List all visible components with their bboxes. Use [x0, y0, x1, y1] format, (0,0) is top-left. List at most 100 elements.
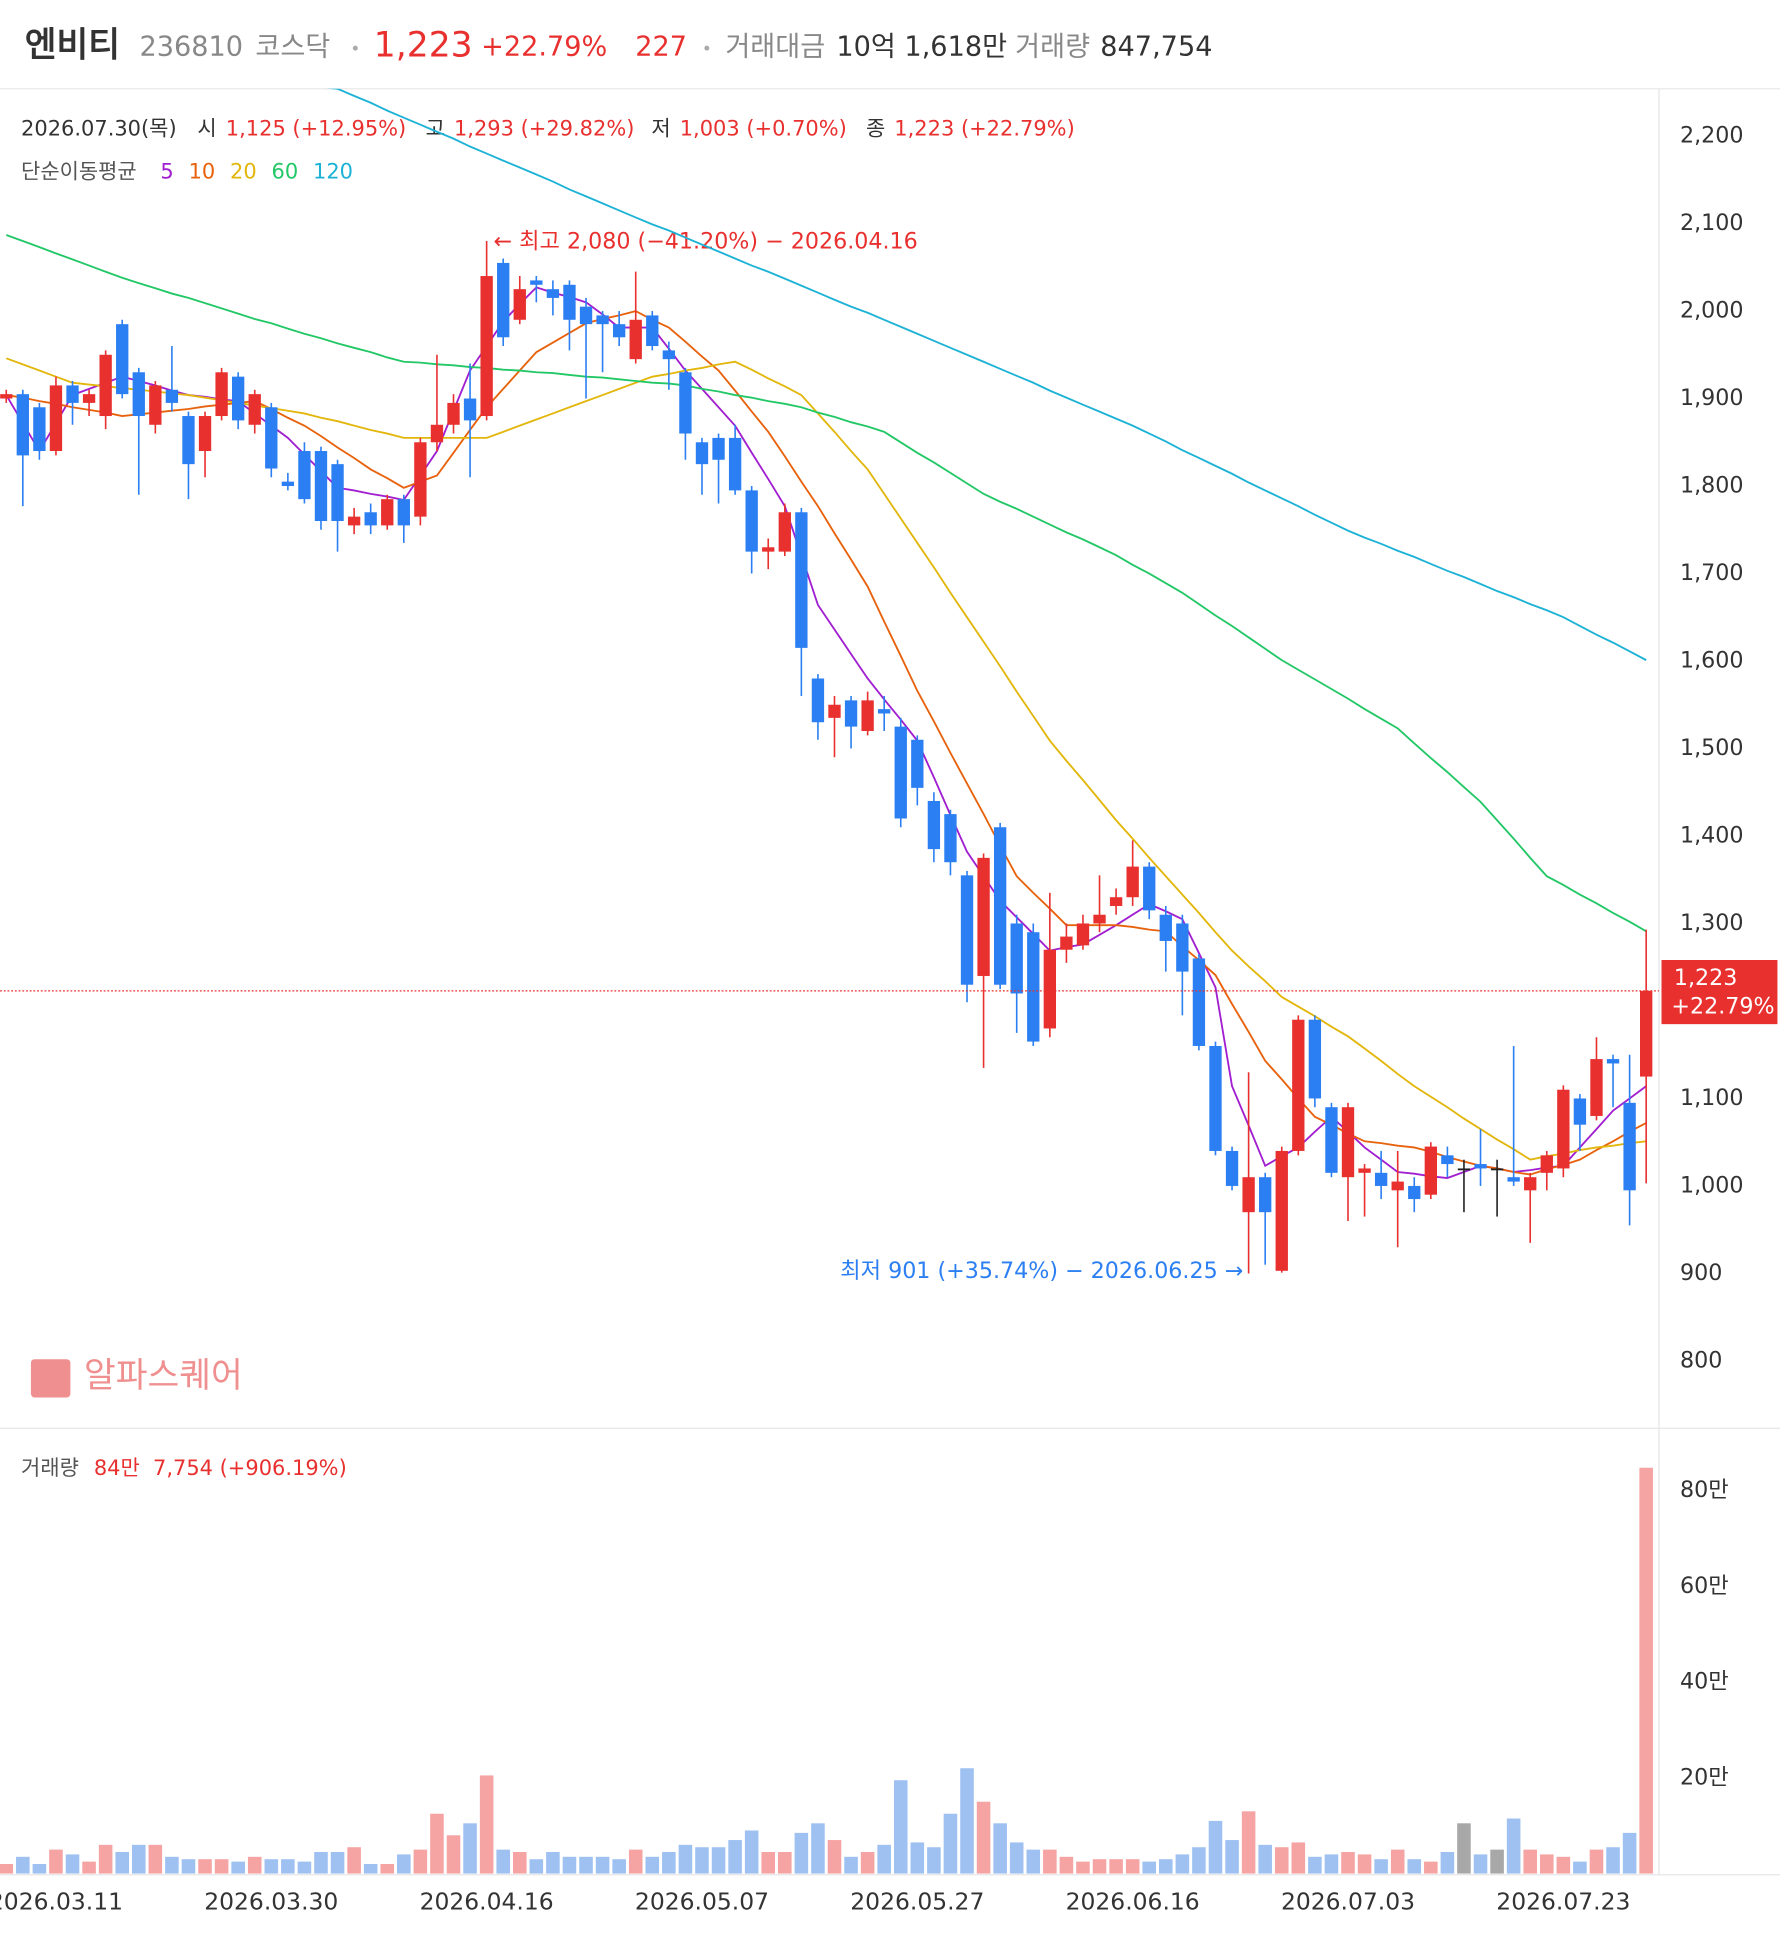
candle-body — [447, 402, 460, 425]
change: 227 — [635, 32, 687, 63]
volume-bar — [1424, 1861, 1438, 1874]
volume-bar — [413, 1849, 428, 1874]
volume-bar — [1490, 1849, 1504, 1874]
legend-entry: 120 — [313, 160, 353, 184]
low: 1,003 (+0.70%) — [680, 117, 847, 141]
candle-body — [679, 372, 692, 434]
stock-name: 엔비티 — [25, 25, 120, 65]
volume-bar — [1192, 1847, 1206, 1874]
volume-bar — [1341, 1852, 1355, 1874]
close: 1,223 (+22.79%) — [894, 117, 1074, 141]
volume-bar — [1274, 1847, 1289, 1874]
candles — [0, 241, 1653, 1274]
candle-body — [82, 394, 96, 403]
volume-bar — [82, 1861, 96, 1874]
separator — [704, 45, 710, 51]
header: 엔비티 236810 코스닥 1,223 +22.79% 227 거래대금 10… — [0, 25, 1780, 90]
candle-body — [579, 306, 593, 325]
volume: 847,754 — [1100, 32, 1212, 63]
volume-bar — [811, 1823, 825, 1874]
volume-bar — [1473, 1854, 1488, 1874]
x-tick-label: 2026.07.03 — [1281, 1888, 1415, 1916]
candle-body — [977, 857, 990, 976]
volume-bar — [827, 1840, 842, 1874]
volume-bar — [1390, 1849, 1405, 1874]
x-tick-label: 2026.04.16 — [420, 1888, 554, 1916]
candle-body — [364, 512, 377, 526]
volume-bar — [363, 1863, 378, 1874]
legend-entry: 5 — [160, 160, 173, 184]
volume-bar — [1639, 1467, 1653, 1874]
candle-body — [430, 424, 444, 443]
y-tick-label: 1,400 — [1680, 822, 1744, 848]
candle-body — [231, 376, 245, 421]
candle-body — [0, 394, 13, 399]
volume-bar — [1076, 1861, 1090, 1874]
ma-label: 단순이동평균 — [21, 160, 137, 184]
candle-body — [530, 280, 543, 285]
volume-bar — [1506, 1818, 1521, 1874]
candle-body — [1259, 1177, 1272, 1213]
candle-body — [1010, 923, 1023, 994]
volume-bar — [479, 1775, 494, 1874]
volume-bar — [16, 1856, 30, 1874]
candle-body — [944, 814, 957, 863]
ma-line — [328, 88, 1647, 661]
volume-bar — [1159, 1859, 1173, 1874]
y-tick-label: 2,000 — [1680, 298, 1744, 324]
candle-body — [414, 442, 427, 517]
y-tick-label: 1,000 — [1680, 1172, 1744, 1198]
volume-bar — [976, 1801, 991, 1874]
volume-bar — [1043, 1849, 1057, 1874]
value: 84만 — [94, 1456, 140, 1480]
volume-bar — [65, 1854, 80, 1874]
candle-body — [497, 262, 510, 338]
candle-body — [1391, 1181, 1404, 1191]
ma-line — [5, 234, 1647, 933]
candle-body — [1292, 1019, 1305, 1151]
candle-body — [1159, 914, 1172, 941]
volume-bar — [993, 1823, 1007, 1874]
volume-bar — [612, 1859, 626, 1874]
volume-bar — [281, 1859, 295, 1874]
x-tick-label: 2026.03.11 — [0, 1888, 123, 1916]
label: 저 — [651, 117, 670, 141]
volume-bar — [32, 1863, 47, 1874]
candle-body — [1341, 1107, 1355, 1178]
x-tick-label: 2026.03.30 — [204, 1888, 338, 1916]
candle-body — [861, 700, 874, 731]
candle-body — [612, 324, 626, 338]
volume-bar — [645, 1856, 660, 1874]
candle-body — [16, 394, 29, 456]
candle-body — [811, 678, 825, 723]
amount: 10억 1,618만 — [836, 32, 1007, 63]
volume-bar — [1457, 1823, 1471, 1874]
candle-body — [513, 289, 526, 320]
candle-body — [381, 499, 394, 526]
volume-bar — [893, 1780, 908, 1874]
x-tick-label: 2026.05.27 — [850, 1888, 984, 1916]
x-tick-label: 2026.06.16 — [1066, 1888, 1200, 1916]
volume-bar — [98, 1844, 113, 1874]
volume-bar — [430, 1813, 444, 1874]
candle-body — [1374, 1172, 1388, 1186]
y-tick-label: 1,900 — [1680, 385, 1744, 411]
open: 1,125 (+12.95%) — [226, 117, 406, 141]
volume-bar — [297, 1861, 312, 1874]
volume-bar — [231, 1861, 245, 1874]
volume-bar — [1092, 1859, 1107, 1874]
volume-tick-label: 60만 — [1680, 1573, 1729, 1599]
volume-bar — [1208, 1820, 1223, 1874]
volume-tick-label: 20만 — [1680, 1764, 1729, 1790]
volume-bar — [1258, 1844, 1272, 1874]
ma-line — [5, 286, 1647, 1179]
price: 1,223 — [374, 25, 473, 65]
volume-bar — [744, 1830, 759, 1874]
volume-bar — [1324, 1854, 1339, 1874]
watermark-text: 알파스퀘어 — [84, 1356, 243, 1396]
volume-bar — [910, 1842, 925, 1874]
volume-bar — [1059, 1856, 1074, 1874]
volume-bar — [496, 1849, 510, 1874]
volume-bar — [314, 1852, 328, 1874]
y-tick-label: 900 — [1680, 1260, 1722, 1286]
